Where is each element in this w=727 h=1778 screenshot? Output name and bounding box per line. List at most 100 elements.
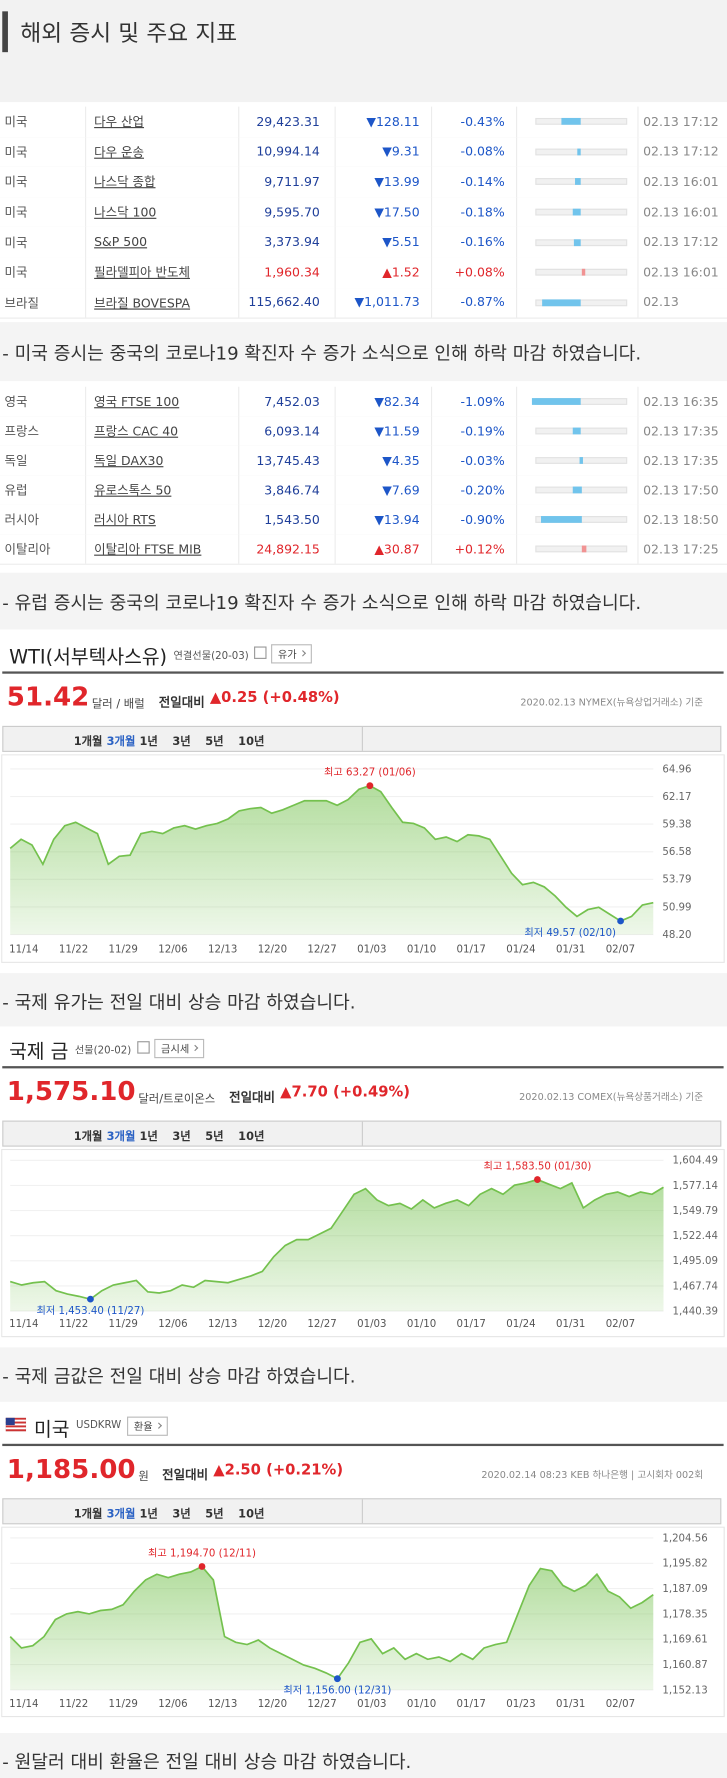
chart-title: 국제 금 [9, 1041, 69, 1064]
index-link[interactable]: 브라질 BOVESPA [94, 295, 191, 311]
period-tab[interactable]: 5년 [205, 1508, 224, 1521]
chart-button[interactable]: 환율 [127, 1416, 168, 1436]
period-tab[interactable]: 3년 [172, 1508, 191, 1521]
period-tab[interactable]: 1년 [139, 736, 158, 749]
change-pct: -0.18% [460, 204, 505, 220]
column-divider [637, 166, 639, 198]
index-link[interactable]: 러시아 RTS [94, 512, 156, 528]
column-divider [637, 106, 639, 137]
period-tab[interactable]: 1개월 [73, 736, 103, 749]
x-tick-label: 11/14 [9, 1699, 38, 1710]
chart-frame [1, 1148, 725, 1338]
chevron [191, 1044, 199, 1052]
country: 미국 [4, 145, 28, 160]
period-tab[interactable]: 10년 [238, 736, 265, 749]
column-divider [334, 257, 336, 288]
x-tick-label: 12/13 [208, 1699, 237, 1710]
price-line [9, 1178, 664, 1301]
column-divider [516, 166, 518, 198]
index-link[interactable]: 다우 산업 [94, 114, 145, 130]
x-tick-label: 12/27 [307, 1319, 336, 1330]
index-link[interactable]: 프랑스 CAC 40 [94, 424, 179, 439]
period-tab[interactable]: 3년 [172, 736, 191, 749]
change: ▼1,011.73 [354, 295, 420, 311]
change-bar [573, 208, 582, 216]
country: 미국 [4, 205, 28, 221]
tab-divider [361, 1121, 363, 1146]
column-divider [334, 287, 336, 318]
column-divider [85, 136, 87, 167]
period-tab[interactable]: 3개월 [106, 736, 136, 749]
time: 02.13 17:12 [643, 144, 719, 160]
change-bar [574, 178, 582, 186]
period-tab[interactable]: 3개월 [106, 1508, 136, 1521]
index-link[interactable]: 이탈리아 FTSE MIB [94, 542, 202, 557]
chart-rule [2, 671, 724, 674]
column-divider [637, 386, 639, 417]
column-divider [238, 257, 240, 288]
period-tab[interactable]: 3년 [172, 1130, 191, 1144]
change-pct: -1.09% [460, 394, 505, 409]
period-tab[interactable]: 1년 [139, 1130, 158, 1144]
chart-frame [1, 1526, 725, 1718]
index-link[interactable]: 영국 FTSE 100 [94, 394, 180, 410]
tab-bar: 1개월 3개월 1년 3년 5년 10년 [2, 1498, 722, 1525]
period-tab[interactable]: 5년 [205, 1130, 224, 1144]
column-divider [430, 166, 433, 198]
column-divider [430, 504, 433, 535]
change: ▲7.70 (+0.49%) [280, 1084, 410, 1102]
column-divider [334, 416, 336, 446]
period-tab[interactable]: 1년 [139, 1508, 158, 1521]
index-link[interactable]: 나스닥 종합 [94, 175, 156, 190]
change: ▼11.59 [374, 423, 420, 439]
column-divider [85, 166, 87, 198]
y-tick-label: 62.17 [662, 792, 691, 803]
price: 115,662.40 [248, 295, 320, 311]
change-bar [581, 545, 587, 553]
chart-button[interactable]: 금시세 [154, 1038, 204, 1059]
x-tick-label: 11/29 [109, 1699, 138, 1710]
x-tick-label: 11/22 [59, 945, 88, 956]
index-link[interactable]: 유로스톡스 50 [94, 483, 172, 498]
index-link[interactable]: 다우 운송 [94, 145, 145, 160]
period-tab[interactable]: 3개월 [106, 1130, 136, 1144]
period-tab[interactable]: 10년 [238, 1130, 265, 1144]
index-link[interactable]: S&P 500 [94, 234, 148, 250]
column-divider [516, 416, 518, 446]
low-label: 최저 49.57 (02/10) [524, 927, 616, 939]
change: ▲2.50 (+0.21%) [213, 1461, 344, 1479]
index-link[interactable]: 나스닥 100 [94, 205, 157, 221]
chart-rule [2, 1443, 724, 1447]
column-divider [334, 227, 336, 258]
chart-button[interactable]: 유가 [271, 644, 312, 664]
y-tick-label: 1,160.87 [662, 1660, 707, 1671]
x-tick-label: 02/07 [606, 945, 635, 956]
change: ▼9.31 [382, 144, 420, 160]
x-tick-label: 12/27 [307, 1699, 336, 1710]
change-pct: -0.03% [460, 453, 505, 468]
column-divider [85, 197, 87, 228]
time: 02.13 17:35 [643, 423, 719, 439]
period-tab[interactable]: 5년 [205, 736, 224, 749]
period-tab[interactable]: 1개월 [73, 1130, 103, 1144]
price: 6,093.14 [264, 423, 320, 439]
chevron [299, 650, 306, 657]
x-tick-label: 01/17 [457, 1699, 486, 1710]
index-link[interactable]: 필라델피아 반도체 [94, 265, 190, 281]
column-divider [516, 136, 518, 167]
column-divider [238, 197, 240, 228]
change-label: 전일대비 [229, 1089, 276, 1105]
period-tab[interactable]: 10년 [238, 1508, 265, 1521]
table-row: 미국 S&P 500 3,373.94 ▼5.51 -0.16% 02.13 17:12 [0, 227, 727, 259]
column-divider [85, 386, 87, 417]
time: 02.13 17:12 [643, 114, 719, 130]
time: 02.13 [643, 295, 679, 311]
column-divider [516, 445, 518, 476]
column-divider [430, 386, 433, 417]
index-link[interactable]: 독일 DAX30 [94, 453, 164, 469]
note: - 국제 유가는 전일 대비 상승 마감 하였습니다. [2, 991, 356, 1013]
y-tick-label: 1,549.79 [673, 1206, 718, 1217]
bar-track [535, 148, 628, 156]
period-tab[interactable]: 1개월 [73, 1508, 103, 1521]
column-divider [430, 136, 433, 167]
